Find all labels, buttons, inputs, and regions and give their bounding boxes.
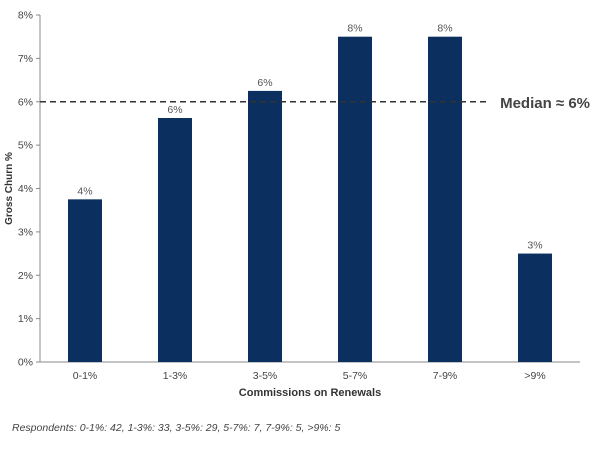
y-tick-label: 6% (18, 96, 33, 108)
data-labels-group: 4% 6% 6% 8% 8% 3% (77, 23, 542, 252)
y-tick-label: 3% (18, 226, 33, 238)
x-axis: 0-1% 1-3% 3-5% 5-7% 7-9% >9% (40, 361, 580, 382)
bar-data-label: 6% (167, 104, 182, 116)
median-label: Median ≈ 6% (500, 95, 590, 112)
bar-data-label: 3% (527, 240, 542, 252)
x-tick-label: 3-5% (253, 370, 278, 382)
x-tick-label: >9% (524, 370, 545, 382)
bar (68, 199, 102, 362)
y-axis: 0% 1% 2% 3% 4% 5% 6% 7% 8% (18, 10, 41, 369)
bar (518, 253, 552, 362)
x-axis-title: Commissions on Renewals (239, 387, 381, 399)
x-tick-label: 7-9% (433, 370, 458, 382)
bar (158, 118, 192, 362)
bar-data-label: 6% (257, 77, 272, 89)
y-tick-label: 5% (18, 140, 33, 152)
y-axis-title: Gross Churn % (4, 152, 15, 225)
y-tick-label: 2% (18, 270, 33, 282)
respondents-footnote: Respondents: 0-1%: 42, 1-3%: 33, 3-5%: 2… (12, 422, 341, 434)
bar-data-label: 4% (77, 185, 92, 197)
y-tick-label: 7% (18, 53, 33, 65)
x-tick-label: 1-3% (163, 370, 188, 382)
bar-data-label: 8% (437, 23, 452, 35)
median-reference-line-group: Median ≈ 6% (40, 95, 590, 112)
y-tick-label: 4% (18, 183, 33, 195)
bar (338, 36, 372, 362)
y-tick-label: 1% (18, 313, 33, 325)
bar-data-label: 8% (347, 23, 362, 35)
y-tick-label: 0% (18, 357, 33, 369)
bars-group (68, 36, 552, 362)
x-tick-label: 5-7% (343, 370, 368, 382)
bar (248, 90, 282, 362)
y-tick-label: 8% (18, 10, 33, 22)
x-tick-label: 0-1% (73, 370, 98, 382)
bar (428, 36, 462, 362)
